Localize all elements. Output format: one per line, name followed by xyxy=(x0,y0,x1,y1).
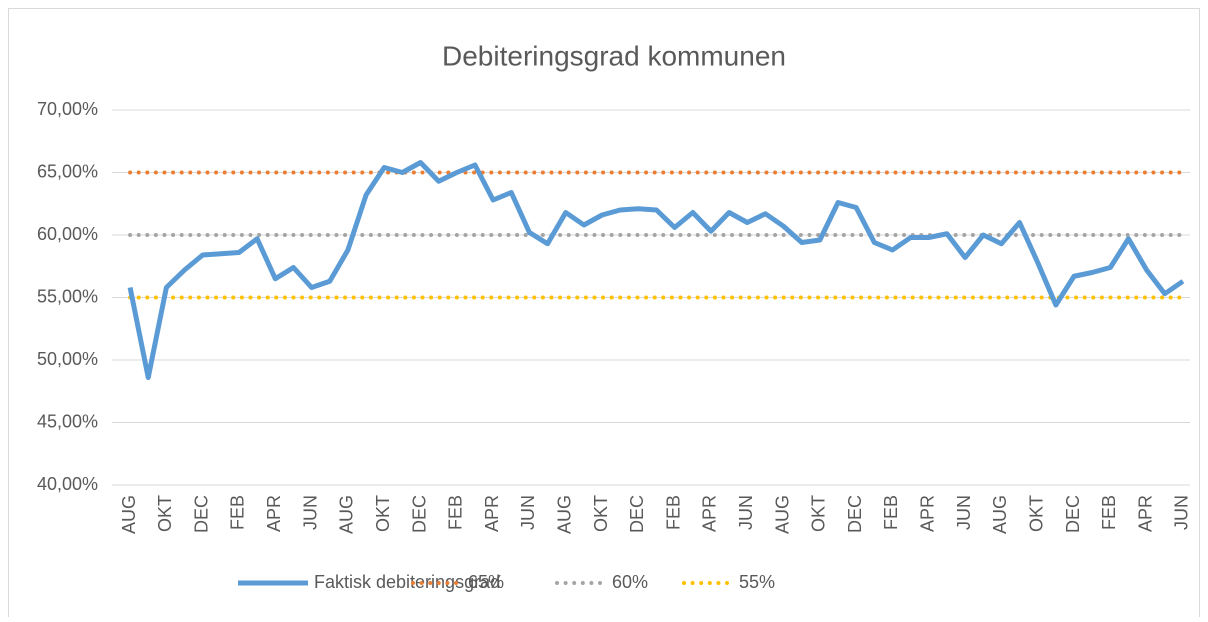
x-tick-label: APR xyxy=(264,495,284,532)
x-tick-label: OKT xyxy=(155,495,175,532)
x-tick-label: AUG xyxy=(990,495,1010,534)
x-tick-label: AUG xyxy=(772,495,792,534)
x-tick-label: AUG xyxy=(554,495,574,534)
x-tick-label: JUN xyxy=(954,495,974,530)
y-tick-label: 50,00% xyxy=(37,349,98,369)
x-tick-label: DEC xyxy=(1063,495,1083,533)
y-tick-label: 55,00% xyxy=(37,286,98,306)
legend-label: 55% xyxy=(739,572,775,592)
x-tick-label: DEC xyxy=(627,495,647,533)
x-tick-label: FEB xyxy=(881,495,901,530)
x-tick-label: JUN xyxy=(736,495,756,530)
x-tick-label: OKT xyxy=(591,495,611,532)
x-tick-label: FEB xyxy=(446,495,466,530)
legend-label: 60% xyxy=(612,572,648,592)
x-tick-label: APR xyxy=(918,495,938,532)
chart-title: Debiteringsgrad kommunen xyxy=(442,40,786,71)
x-tick-label: AUG xyxy=(337,495,357,534)
y-tick-label: 60,00% xyxy=(37,224,98,244)
x-tick-label: AUG xyxy=(119,495,139,534)
x-tick-label: JUN xyxy=(1172,495,1192,530)
legend-label: Faktisk debiteringsgrad xyxy=(314,572,500,592)
chart-border xyxy=(8,8,1200,622)
x-tick-label: JUN xyxy=(518,495,538,530)
x-tick-label: APR xyxy=(700,495,720,532)
x-tick-label: FEB xyxy=(663,495,683,530)
legend-label: 65% xyxy=(468,572,504,592)
y-tick-label: 70,00% xyxy=(37,99,98,119)
x-tick-label: DEC xyxy=(409,495,429,533)
y-tick-label: 65,00% xyxy=(37,161,98,181)
line-series xyxy=(127,160,1185,380)
x-tick-label: OKT xyxy=(809,495,829,532)
y-tick-label: 40,00% xyxy=(37,474,98,494)
x-tick-label: DEC xyxy=(845,495,865,533)
x-tick-label: APR xyxy=(1135,495,1155,532)
x-tick-label: FEB xyxy=(228,495,248,530)
x-tick-label: APR xyxy=(482,495,502,532)
x-tick-label: FEB xyxy=(1099,495,1119,530)
y-tick-label: 45,00% xyxy=(37,411,98,431)
x-tick-label: OKT xyxy=(373,495,393,532)
x-tick-label: JUN xyxy=(300,495,320,530)
x-tick-label: OKT xyxy=(1026,495,1046,532)
x-tick-label: DEC xyxy=(191,495,211,533)
